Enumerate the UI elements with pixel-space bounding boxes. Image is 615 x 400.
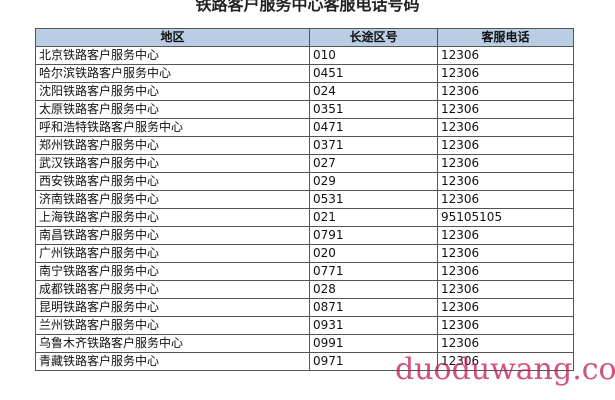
table-cell: 12306 <box>437 334 574 353</box>
table-body: 北京铁路客户服务中心 010 12306 哈尔滨铁路客户服务中心 0451 12306 沈阳… <box>35 46 574 371</box>
table-cell: 呼和浩特铁路客户服务中心 <box>35 118 310 137</box>
table-row: 兰州铁路客户服务中心 0931 12306 <box>35 316 574 335</box>
table-cell: 0371 <box>309 136 438 155</box>
table-cell: 0991 <box>309 334 438 353</box>
table-cell: 95105105 <box>437 208 574 227</box>
table-cell: 0771 <box>309 262 438 281</box>
header-row: 地区 长途区号 客服电话 <box>35 28 574 47</box>
table-row: 呼和浩特铁路客户服务中心 0471 12306 <box>35 118 574 137</box>
table-cell: 成都铁路客户服务中心 <box>35 280 310 299</box>
table-cell: 乌鲁木齐铁路客户服务中心 <box>35 334 310 353</box>
table-row: 乌鲁木齐铁路客户服务中心 0991 12306 <box>35 334 574 353</box>
table-cell: 029 <box>309 172 438 191</box>
table-cell: 12306 <box>437 154 574 173</box>
table-cell: 西安铁路客户服务中心 <box>35 172 310 191</box>
table-cell: 武汉铁路客户服务中心 <box>35 154 310 173</box>
table-cell: 12306 <box>437 352 574 371</box>
table-cell: 0931 <box>309 316 438 335</box>
table-cell: 021 <box>309 208 438 227</box>
table-cell: 南昌铁路客户服务中心 <box>35 226 310 245</box>
table-cell: 广州铁路客户服务中心 <box>35 244 310 263</box>
table-row: 成都铁路客户服务中心 028 12306 <box>35 280 574 299</box>
table-cell: 12306 <box>437 316 574 335</box>
table-cell: 0791 <box>309 226 438 245</box>
table-row: 太原铁路客户服务中心 0351 12306 <box>35 100 574 119</box>
table-cell: 郑州铁路客户服务中心 <box>35 136 310 155</box>
table-cell: 12306 <box>437 118 574 137</box>
table-cell: 12306 <box>437 190 574 209</box>
table-cell: 12306 <box>437 100 574 119</box>
table-cell: 028 <box>309 280 438 299</box>
table-cell: 青藏铁路客户服务中心 <box>35 352 310 371</box>
table-row: 郑州铁路客户服务中心 0371 12306 <box>35 136 574 155</box>
table-cell: 12306 <box>437 298 574 317</box>
table-row: 昆明铁路客户服务中心 0871 12306 <box>35 298 574 317</box>
table-cell: 南宁铁路客户服务中心 <box>35 262 310 281</box>
table-row: 沈阳铁路客户服务中心 024 12306 <box>35 82 574 101</box>
table-row: 青藏铁路客户服务中心 0971 12306 <box>35 352 574 371</box>
title: 铁路客户服务中心客服电话号码 <box>195 0 420 14</box>
table-cell: 12306 <box>437 226 574 245</box>
table-cell: 太原铁路客户服务中心 <box>35 100 310 119</box>
table: 地区 长途区号 客服电话 北京铁路客户服务中心 010 12306 哈尔滨铁路客户服务中心… <box>35 28 574 371</box>
table-row: 武汉铁路客户服务中心 027 12306 <box>35 154 574 173</box>
table-cell: 济南铁路客户服务中心 <box>35 190 310 209</box>
table-cell: 上海铁路客户服务中心 <box>35 208 310 227</box>
table-row: 哈尔滨铁路客户服务中心 0451 12306 <box>35 64 574 83</box>
table-cell: 12306 <box>437 172 574 191</box>
table-row: 广州铁路客户服务中心 020 12306 <box>35 244 574 263</box>
table-cell: 12306 <box>437 280 574 299</box>
table-cell: 兰州铁路客户服务中心 <box>35 316 310 335</box>
table-cell: 027 <box>309 154 438 173</box>
table-cell: 024 <box>309 82 438 101</box>
table-cell: 昆明铁路客户服务中心 <box>35 298 310 317</box>
table-cell: 010 <box>309 46 438 65</box>
table-cell: 沈阳铁路客户服务中心 <box>35 82 310 101</box>
table-row: 上海铁路客户服务中心 021 95105105 <box>35 208 574 227</box>
table-cell: 北京铁路客户服务中心 <box>35 46 310 65</box>
table-cell: 12306 <box>437 64 574 83</box>
table-cell: 哈尔滨铁路客户服务中心 <box>35 64 310 83</box>
table-row: 北京铁路客户服务中心 010 12306 <box>35 46 574 65</box>
table-row: 南宁铁路客户服务中心 0771 12306 <box>35 262 574 281</box>
table-row: 济南铁路客户服务中心 0531 12306 <box>35 190 574 209</box>
table-cell: 0471 <box>309 118 438 137</box>
table-cell: 0531 <box>309 190 438 209</box>
table-cell: 020 <box>309 244 438 263</box>
table-row: 南昌铁路客户服务中心 0791 12306 <box>35 226 574 245</box>
table-cell: 0871 <box>309 298 438 317</box>
table-row: 西安铁路客户服务中心 029 12306 <box>35 172 574 191</box>
table-cell: 0351 <box>309 100 438 119</box>
column-header: 长途区号 <box>309 28 438 47</box>
column-header: 客服电话 <box>437 28 574 47</box>
table-cell: 12306 <box>437 82 574 101</box>
column-header: 地区 <box>35 28 310 47</box>
table-cell: 12306 <box>437 244 574 263</box>
table-cell: 12306 <box>437 46 574 65</box>
table-cell: 0451 <box>309 64 438 83</box>
table-cell: 12306 <box>437 136 574 155</box>
watermark: duoduwang.com <box>395 352 615 387</box>
table-cell: 12306 <box>437 262 574 281</box>
